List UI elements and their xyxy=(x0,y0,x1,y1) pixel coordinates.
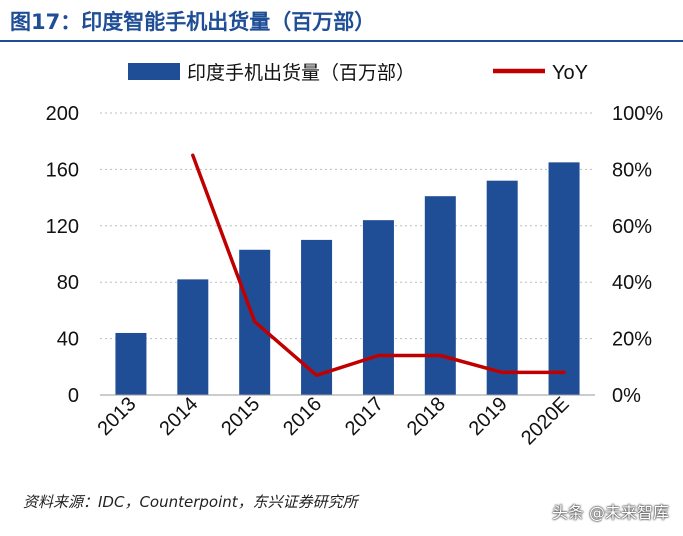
left-tick-label: 120 xyxy=(46,216,79,238)
legend-label-yoy: YoY xyxy=(552,62,588,84)
bar xyxy=(301,239,333,395)
yoy-line xyxy=(191,153,566,378)
legend: 印度手机出货量（百万部） YoY xyxy=(128,62,588,84)
left-tick-label: 40 xyxy=(57,329,79,351)
bar xyxy=(115,332,147,395)
x-tick-label: 2013 xyxy=(93,393,140,440)
left-tick-label: 160 xyxy=(46,159,79,181)
bar xyxy=(486,180,518,395)
right-tick-label: 40% xyxy=(612,272,652,294)
x-tick-label: 2015 xyxy=(217,393,264,440)
left-tick-label: 80 xyxy=(57,272,79,294)
bar xyxy=(548,162,580,395)
x-tick-label: 2017 xyxy=(341,393,388,440)
left-tick-label: 0 xyxy=(68,385,79,407)
gridlines xyxy=(100,112,595,340)
right-tick-label: 60% xyxy=(612,216,652,238)
legend-swatch-shipments xyxy=(128,63,180,80)
x-axis: 2013 2014 2015 2016 2017 2018 2019 2020E xyxy=(93,393,595,449)
watermark: 头条 @未来智库 xyxy=(551,503,669,522)
left-axis: 0 40 80 120 160 200 xyxy=(46,103,79,407)
x-tick-label: 2020E xyxy=(517,393,573,449)
right-axis: 0% 20% 40% 60% 80% 100% xyxy=(612,103,663,407)
bar xyxy=(362,220,394,395)
legend-label-shipments: 印度手机出货量（百万部） xyxy=(187,62,415,84)
title-divider xyxy=(0,40,683,42)
yoy-series xyxy=(191,153,566,378)
bar xyxy=(177,279,209,395)
source-note: 资料来源：IDC，Counterpoint，东兴证券研究所 xyxy=(23,493,358,511)
bar xyxy=(424,196,456,395)
left-tick-label: 200 xyxy=(46,103,79,125)
x-tick-label: 2014 xyxy=(155,393,202,440)
figure-title: 图17：印度智能手机出货量（百万部） xyxy=(10,10,376,34)
x-tick-label: 2018 xyxy=(403,393,450,440)
bar-series xyxy=(115,162,580,395)
right-tick-label: 20% xyxy=(612,329,652,351)
right-tick-label: 80% xyxy=(612,159,652,181)
right-tick-label: 100% xyxy=(612,103,663,125)
x-tick-label: 2019 xyxy=(465,393,512,440)
x-tick-label: 2016 xyxy=(279,393,326,440)
right-tick-label: 0% xyxy=(612,385,641,407)
